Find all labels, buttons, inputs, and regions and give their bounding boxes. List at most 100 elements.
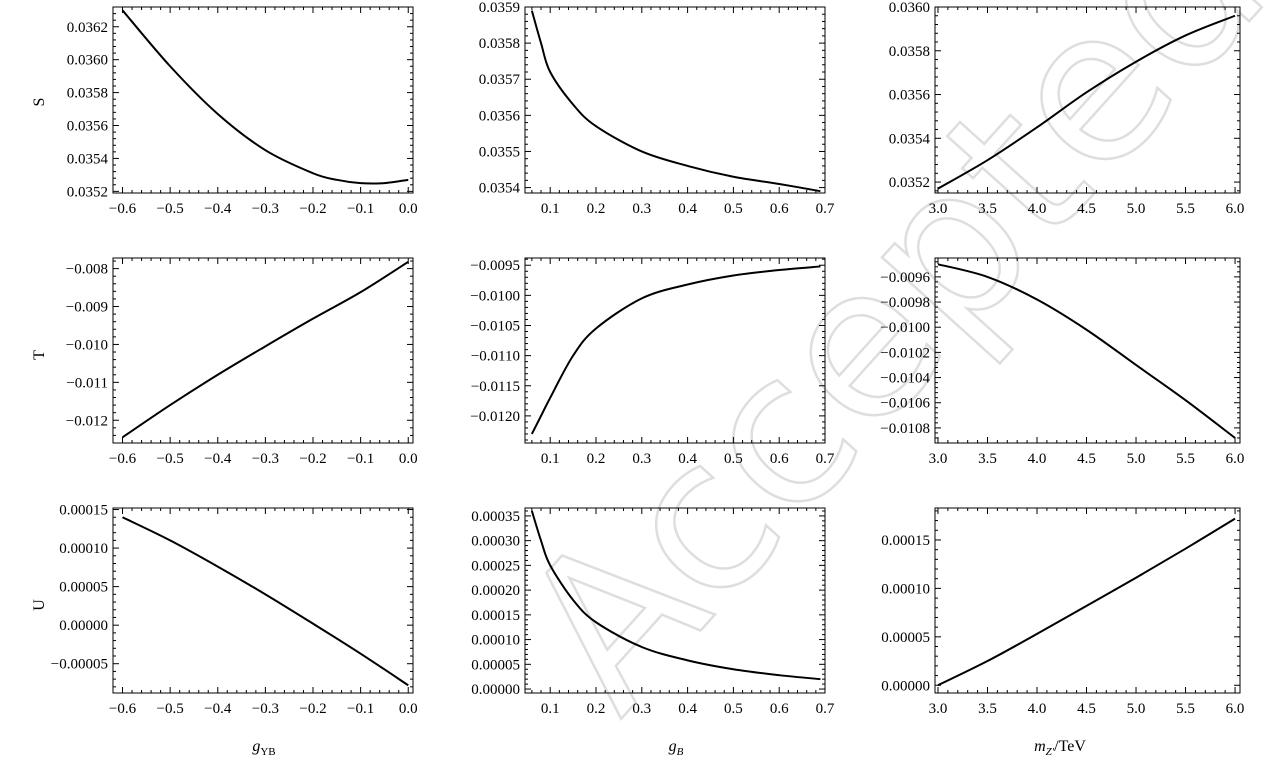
y-tick-label: 0.00005 xyxy=(59,580,108,596)
plot-frame xyxy=(112,507,414,694)
x-tick-label: 0.2 xyxy=(587,701,606,717)
x-tick-label: 5.5 xyxy=(1176,201,1195,217)
plot-frame xyxy=(524,6,826,194)
y-tick-label: 0.0356 xyxy=(479,108,521,124)
y-tick-label: 0.00015 xyxy=(59,503,108,519)
plot-frame xyxy=(112,257,414,444)
y-tick-label: 0.0359 xyxy=(479,0,520,16)
series-line xyxy=(121,9,409,185)
xlabel-mz-main: m xyxy=(1034,738,1046,755)
x-tick-label: 4.0 xyxy=(1028,451,1047,467)
x-tick-label: 0.5 xyxy=(724,201,743,217)
xlabel-gyb-sub: YB xyxy=(260,746,275,758)
y-tick-label: −0.0095 xyxy=(470,258,520,274)
series-line xyxy=(530,10,821,193)
row-label-s: S xyxy=(31,98,48,107)
x-tick-label: 4.5 xyxy=(1077,201,1096,217)
series-line xyxy=(937,263,1236,439)
y-tick-label: 0.00030 xyxy=(471,534,520,550)
y-tick-label: −0.0098 xyxy=(880,295,930,311)
y-tick-label: −0.011 xyxy=(66,375,108,391)
x-tick-label: 4.5 xyxy=(1077,701,1096,717)
y-tick-label: −0.0100 xyxy=(880,320,930,336)
y-tick-label: −0.0110 xyxy=(471,349,520,365)
y-tick-label: 0.0352 xyxy=(67,184,108,200)
x-tick-label: 0.1 xyxy=(541,201,560,217)
x-tick-label: 0.3 xyxy=(632,201,651,217)
x-tick-label: −0.5 xyxy=(157,201,184,217)
x-tick-label: 0.1 xyxy=(541,701,560,717)
y-tick-label: −0.009 xyxy=(66,300,108,316)
x-tick-label: 0.4 xyxy=(678,451,697,467)
xlabel-mz-suffix: /TeV xyxy=(1054,738,1086,755)
y-tick-label: 0.00015 xyxy=(881,533,930,549)
y-tick-label: 0.0358 xyxy=(479,36,520,52)
y-tick-label: 0.00020 xyxy=(471,583,520,599)
x-tick-label: 0.3 xyxy=(632,451,651,467)
series-line xyxy=(937,517,1236,687)
x-tick-label: 0.0 xyxy=(399,701,418,717)
x-tick-label: −0.3 xyxy=(252,701,279,717)
x-tick-label: 3.0 xyxy=(929,701,948,717)
plot-frame xyxy=(112,6,414,194)
panel-1-3: 3.0 3.5 4.0 4.5 5.0 5.5 6.0 0.0352 0.0354 0.0356 0… xyxy=(889,0,1245,217)
x-tick-label: −0.4 xyxy=(204,701,232,717)
x-tick-label: −0.4 xyxy=(204,201,232,217)
panel-1-2: 0.1 0.2 0.3 0.4 0.5 0.6 0.7 0.0354 0.0355 0.0356 0… xyxy=(479,0,835,217)
x-tick-label: 5.5 xyxy=(1176,451,1195,467)
x-tick-label: 5.5 xyxy=(1176,701,1195,717)
y-tick-label: 0.0356 xyxy=(67,119,109,135)
y-tick-label: 0.00010 xyxy=(471,633,520,649)
xlabel-gyb-main: g xyxy=(252,738,260,755)
x-tick-label: 3.0 xyxy=(929,451,948,467)
x-tick-label: −0.2 xyxy=(299,701,326,717)
x-tick-label: 3.5 xyxy=(978,201,997,217)
y-tick-label: −0.0105 xyxy=(470,318,520,334)
x-tick-label: −0.6 xyxy=(109,451,137,467)
plot-frame xyxy=(934,507,1241,694)
panel-2-3: 3.0 3.5 4.0 4.5 5.0 5.5 6.0 −0.0108 −0.0106 −0.01… xyxy=(880,257,1245,467)
xlabel-gb: gB xyxy=(669,738,684,758)
y-tick-label: 0.00000 xyxy=(59,618,108,634)
x-tick-label: 0.4 xyxy=(678,701,697,717)
x-tick-label: 3.5 xyxy=(978,451,997,467)
y-tick-label: −0.0100 xyxy=(470,288,520,304)
series-line xyxy=(530,510,821,681)
x-tick-label: −0.4 xyxy=(204,451,232,467)
x-tick-label: 4.0 xyxy=(1028,701,1047,717)
series-line xyxy=(121,260,409,439)
xlabel-gb-sub: B xyxy=(677,746,684,758)
y-tick-label: 0.0362 xyxy=(67,20,108,36)
row-label-u: U xyxy=(31,599,48,611)
y-tick-label: −0.00005 xyxy=(51,657,108,673)
x-tick-label: −0.1 xyxy=(347,701,374,717)
y-tick-label: −0.0115 xyxy=(471,379,520,395)
panel-1-1: −0.6 −0.5 −0.4 −0.3 −0.2 −0.1 0.0 0.0352 0.0354 0… xyxy=(67,6,418,217)
y-tick-label: 0.0358 xyxy=(889,44,930,60)
x-tick-label: 6.0 xyxy=(1226,701,1245,717)
x-tick-label: 4.5 xyxy=(1077,451,1096,467)
x-tick-label: 6.0 xyxy=(1226,451,1245,467)
y-tick-label: 0.00000 xyxy=(471,682,520,698)
series-line xyxy=(937,14,1236,190)
y-tick-label: 0.00010 xyxy=(881,581,930,597)
x-tick-label: 0.2 xyxy=(587,201,606,217)
plot-frame xyxy=(524,257,826,444)
y-tick-label: 0.00000 xyxy=(881,678,930,694)
y-tick-label: −0.0120 xyxy=(470,409,520,425)
y-tick-label: 0.00005 xyxy=(881,630,930,646)
x-tick-label: 0.7 xyxy=(816,451,835,467)
x-tick-label: 0.3 xyxy=(632,701,651,717)
x-tick-label: 0.7 xyxy=(816,701,835,717)
xlabel-gyb: gYB xyxy=(252,738,275,758)
panel-3-2: 0.1 0.2 0.3 0.4 0.5 0.6 0.7 0.00000 0.00005 0.000… xyxy=(471,507,835,717)
y-tick-label: −0.0104 xyxy=(880,371,930,387)
y-tick-label: 0.0354 xyxy=(67,151,109,167)
x-tick-label: −0.6 xyxy=(109,701,137,717)
x-tick-label: −0.5 xyxy=(157,451,184,467)
y-tick-label: 0.00035 xyxy=(471,509,520,525)
y-tick-label: 0.00010 xyxy=(59,541,108,557)
y-tick-label: 0.0356 xyxy=(889,88,931,104)
y-tick-label: 0.00005 xyxy=(471,657,520,673)
